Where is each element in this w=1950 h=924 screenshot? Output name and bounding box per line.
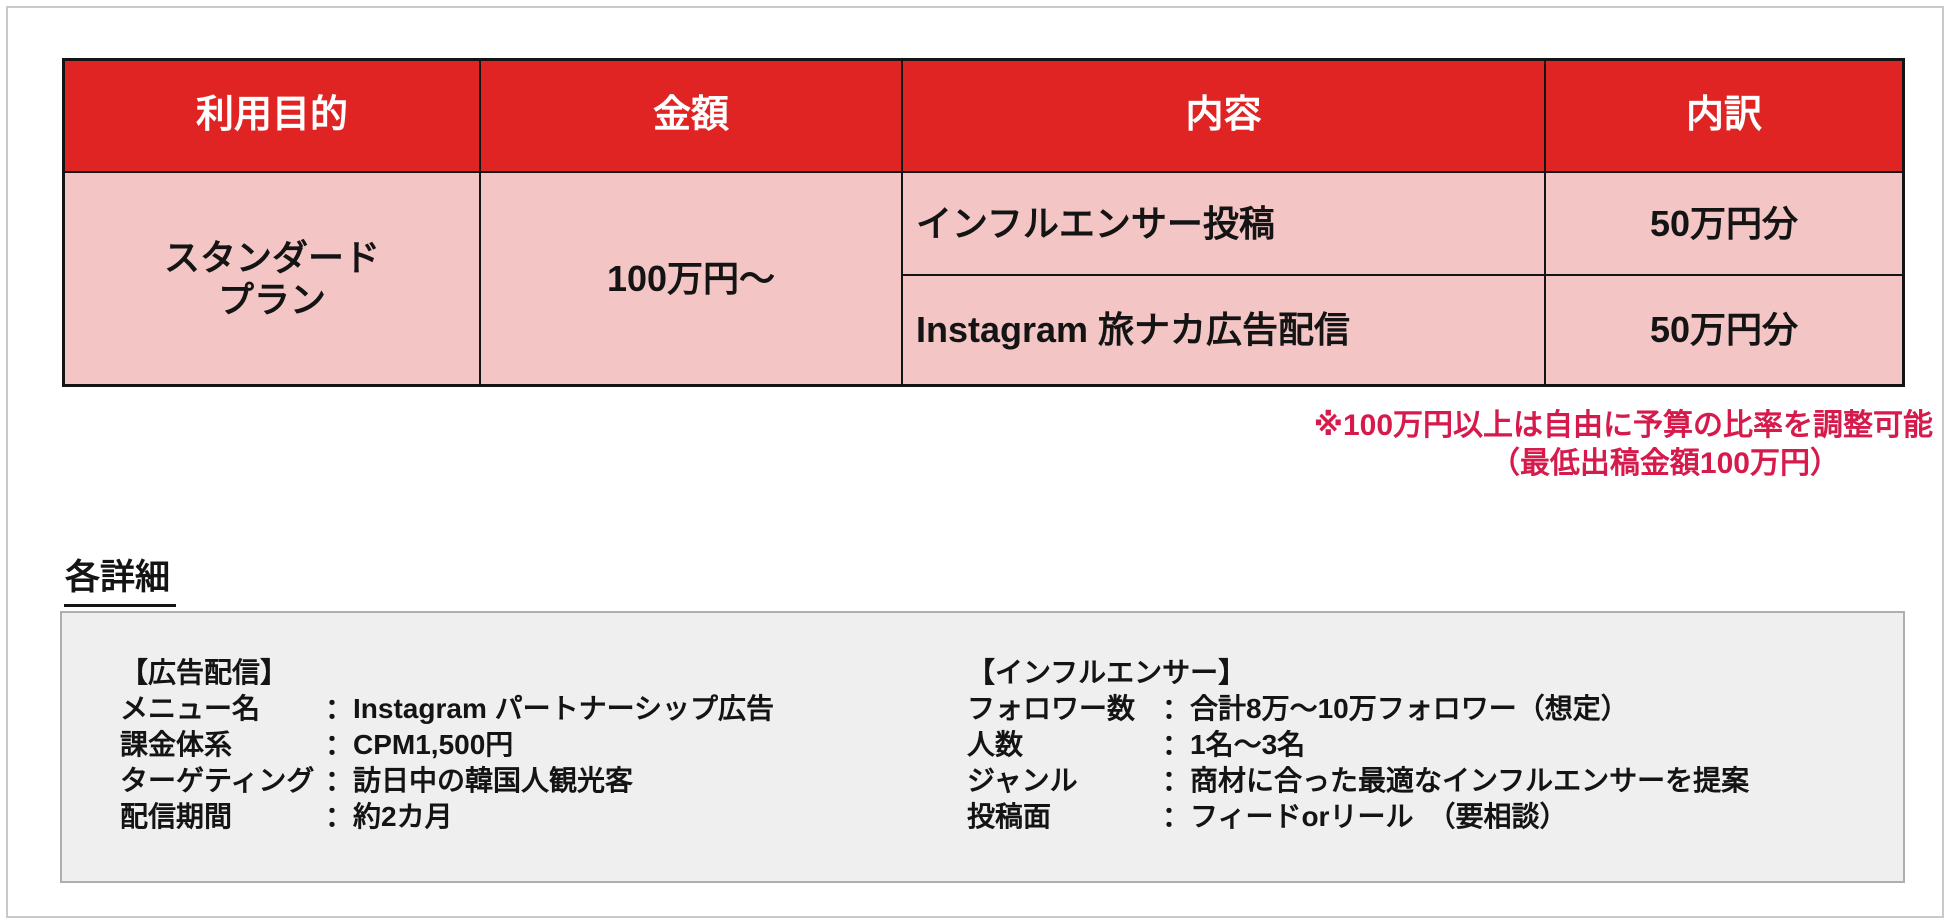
detail-value: 商材に合った最適なインフルエンサーを提案 [1190,765,1750,796]
detail-item-placement: 投稿面 ： フィードorリール （要相談） [967,799,1749,835]
breakdown-cell-influencer-post: 50万円分 [1546,173,1902,276]
detail-value: 訪日中の韓国人観光客 [353,765,634,796]
detail-item-people-count: 人数 ： 1名〜3名 [967,727,1749,763]
detail-value: フィードorリール （要相談） [1190,801,1568,832]
detail-title-text: 【広告配信】 [120,657,289,688]
detail-item-billing: 課金体系 ： CPM1,500円 [120,727,774,763]
plan-name-line1: スタンダード [163,236,380,278]
header-cell-content: 内容 [903,61,1546,173]
detail-separator: ： [1162,765,1191,796]
detail-label: ターゲティング [120,765,315,796]
detail-separator: ： [1162,729,1191,760]
detail-separator: ： [1162,801,1191,832]
detail-title-ad-delivery: 【広告配信】 [120,655,774,691]
detail-value: 約2カ月 [353,801,453,832]
content-cell-influencer-post: インフルエンサー投稿 [903,173,1546,276]
detail-separator: ： [325,801,354,832]
content-cell-instagram-ads: Instagram 旅ナカ広告配信 [903,276,1546,384]
detail-item-genre: ジャンル ： 商材に合った最適なインフルエンサーを提案 [967,763,1749,799]
details-heading: 各詳細 [64,549,177,607]
detail-item-menu-name: メニュー名 ： Instagram パートナーシップ広告 [120,691,774,727]
detail-label: 人数 [967,729,1024,760]
detail-separator: ： [325,765,354,796]
detail-column-ad-delivery: 【広告配信】 メニュー名 ： Instagram パートナーシップ広告 課金体系… [120,655,774,835]
detail-value: Instagram パートナーシップ広告 [353,693,775,724]
detail-item-followers: フォロワー数 ： 合計8万〜10万フォロワー（想定） [967,691,1749,727]
detail-label: 投稿面 [967,801,1052,832]
plan-name-cell: スタンダード プラン [65,173,481,384]
breakdown-cell-instagram-ads: 50万円分 [1546,276,1902,384]
header-cell-purpose: 利用目的 [65,61,481,173]
detail-label: 課金体系 [120,729,233,760]
header-cell-breakdown: 内訳 [1546,61,1902,173]
detail-value: CPM1,500円 [353,729,514,760]
detail-title-text: 【インフルエンサー】 [967,657,1247,688]
pricing-table: 利用目的 金額 内容 内訳 スタンダード プラン 100万円〜 インフルエンサー… [62,58,1905,387]
detail-column-influencer: 【インフルエンサー】 フォロワー数 ： 合計8万〜10万フォロワー（想定） 人数… [967,655,1749,835]
plan-name-line2: プラン [217,278,326,320]
detail-label: ジャンル [967,765,1078,796]
detail-value: 合計8万〜10万フォロワー（想定） [1190,693,1629,724]
budget-note-line1: ※100万円以上は自由に予算の比率を調整可能 [1313,409,1933,442]
detail-label: メニュー名 [120,693,261,724]
detail-label: フォロワー数 [967,693,1136,724]
details-box: 【広告配信】 メニュー名 ： Instagram パートナーシップ広告 課金体系… [60,611,1905,883]
header-cell-amount: 金額 [481,61,903,173]
budget-note-line2: （最低出稿金額100万円） [1489,447,1840,480]
detail-item-targeting: ターゲティング ： 訪日中の韓国人観光客 [120,763,774,799]
detail-separator: ： [1162,693,1191,724]
detail-value: 1名〜3名 [1190,729,1306,760]
budget-note: ※100万円以上は自由に予算の比率を調整可能 （最低出稿金額100万円） [1314,407,1933,483]
detail-item-period: 配信期間 ： 約2カ月 [120,799,774,835]
detail-title-influencer: 【インフルエンサー】 [967,655,1749,691]
detail-separator: ： [325,693,354,724]
detail-separator: ： [325,729,354,760]
price-cell: 100万円〜 [481,173,903,384]
detail-label: 配信期間 [120,801,233,832]
